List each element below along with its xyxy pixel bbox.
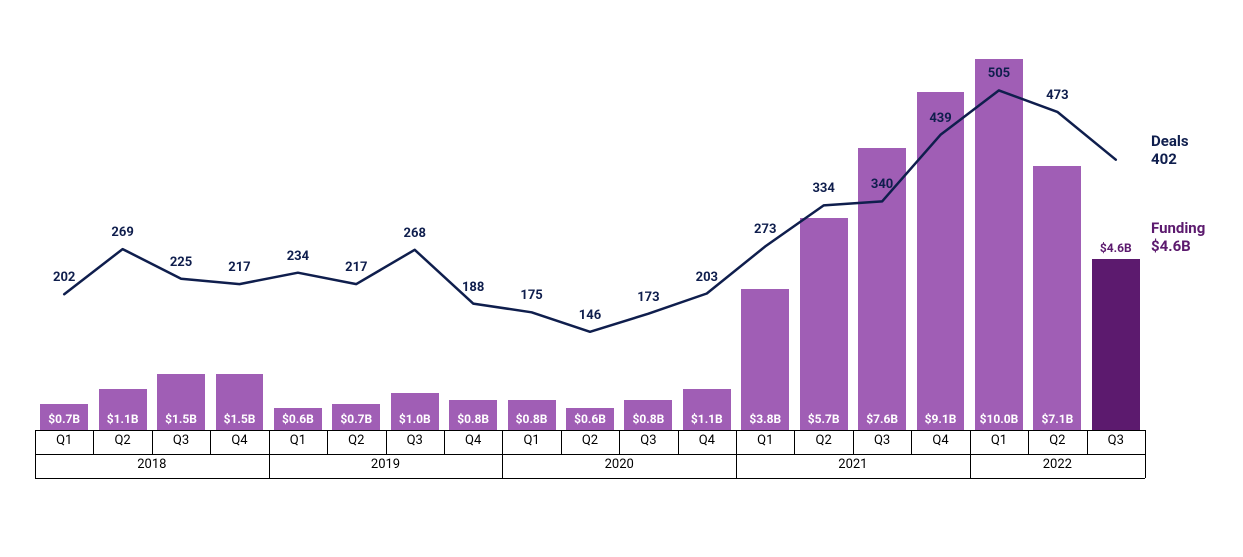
axis-vline-quarter (35, 430, 36, 454)
deals-point-label: 473 (1032, 88, 1082, 103)
axis-vline-quarter (210, 430, 211, 454)
funding-bar (391, 393, 439, 430)
axis-quarter-label: Q1 (502, 433, 560, 448)
funding-series-value: $4.6B (1151, 237, 1191, 255)
axis-quarter-label: Q2 (1028, 433, 1086, 448)
axis-quarter-label: Q3 (1087, 433, 1145, 448)
axis-quarter-label: Q3 (152, 433, 210, 448)
axis-vline-quarter (970, 430, 971, 454)
funding-bar (332, 404, 380, 430)
deals-point-label: 217 (214, 260, 264, 275)
axis-quarter-label: Q1 (970, 433, 1028, 448)
funding-bar (566, 408, 614, 430)
funding-bar (858, 148, 906, 430)
axis-quarter-label: Q2 (794, 433, 852, 448)
deals-series-label: Deals (1151, 132, 1189, 150)
deals-point-label: 225 (156, 255, 206, 270)
axis-quarter-label: Q4 (678, 433, 736, 448)
axis-vline-year (35, 454, 36, 478)
axis-year-label: 2018 (35, 457, 269, 472)
axis-vline-quarter (853, 430, 854, 454)
axis-vline-year (502, 454, 503, 478)
deals-point-label: 175 (507, 288, 557, 303)
funding-bar (1033, 166, 1081, 430)
axis-vline-quarter (619, 430, 620, 454)
axis-vline-quarter (794, 430, 795, 454)
axis-quarter-label: Q3 (853, 433, 911, 448)
funding-series-label: Funding (1151, 219, 1205, 237)
axis-hline (35, 478, 1145, 479)
axis-quarter-label: Q2 (327, 433, 385, 448)
axis-quarter-label: Q1 (269, 433, 327, 448)
deals-point-label: 268 (390, 226, 440, 241)
deals-point-label: 203 (682, 270, 732, 285)
deals-series-value: 402 (1151, 150, 1177, 168)
axis-year-label: 2022 (970, 457, 1145, 472)
funding-bar (449, 400, 497, 430)
axis-vline-quarter (736, 430, 737, 454)
deals-point-label: 146 (565, 308, 615, 323)
axis-vline-quarter (152, 430, 153, 454)
deals-point-label: 217 (331, 260, 381, 275)
funding-bar (157, 374, 205, 430)
axis-quarter-label: Q1 (35, 433, 93, 448)
axis-quarter-label: Q3 (619, 433, 677, 448)
axis-quarter-label: Q2 (561, 433, 619, 448)
plot-area: $0.7B$1.1B$1.5B$1.5B$0.6B$0.7B$1.0B$0.8B… (35, 40, 1145, 430)
funding-deals-chart: $0.7B$1.1B$1.5B$1.5B$0.6B$0.7B$1.0B$0.8B… (0, 0, 1243, 557)
funding-bar (1092, 259, 1140, 430)
funding-bar (975, 59, 1023, 430)
axis-vline-year (736, 454, 737, 478)
funding-bar (917, 92, 965, 430)
axis-vline-quarter (93, 430, 94, 454)
deals-point-label: 273 (740, 222, 790, 237)
funding-bar (800, 218, 848, 430)
axis-vline-year (1145, 454, 1146, 478)
axis-vline-year (970, 454, 971, 478)
deals-point-label: 173 (623, 290, 673, 305)
axis-quarter-label: Q4 (444, 433, 502, 448)
axis-year-label: 2021 (736, 457, 970, 472)
axis-vline-quarter (911, 430, 912, 454)
deals-point-label: 188 (448, 280, 498, 295)
axis-hline (35, 454, 1145, 455)
funding-bar (741, 289, 789, 430)
axis-vline-quarter (1087, 430, 1088, 454)
axis-vline-quarter (269, 430, 270, 454)
axis-quarter-label: Q3 (386, 433, 444, 448)
axis-hline (35, 430, 1145, 431)
axis-vline-quarter (502, 430, 503, 454)
deals-point-label: 269 (98, 225, 148, 240)
axis-vline-quarter (1028, 430, 1029, 454)
axis-vline-quarter (1145, 430, 1146, 454)
axis-vline-quarter (444, 430, 445, 454)
axis-vline-quarter (678, 430, 679, 454)
funding-bar (508, 400, 556, 430)
axis-quarter-label: Q2 (93, 433, 151, 448)
axis-vline-quarter (386, 430, 387, 454)
deals-point-label: 234 (273, 249, 323, 264)
axis-quarter-label: Q4 (210, 433, 268, 448)
funding-bar (40, 404, 88, 430)
axis-year-label: 2019 (269, 457, 503, 472)
axis-quarter-label: Q1 (736, 433, 794, 448)
funding-bar (624, 400, 672, 430)
axis-vline-quarter (561, 430, 562, 454)
funding-bar (216, 374, 264, 430)
axis-quarter-label: Q4 (911, 433, 969, 448)
deals-point-label: 334 (799, 181, 849, 196)
deals-point-label: 202 (39, 270, 89, 285)
funding-bar (99, 389, 147, 430)
funding-bar (683, 389, 731, 430)
funding-bar (274, 408, 322, 430)
axis-vline-year (269, 454, 270, 478)
axis-year-label: 2020 (502, 457, 736, 472)
axis-vline-quarter (327, 430, 328, 454)
funding-bar-label: $4.6B (1092, 241, 1140, 255)
